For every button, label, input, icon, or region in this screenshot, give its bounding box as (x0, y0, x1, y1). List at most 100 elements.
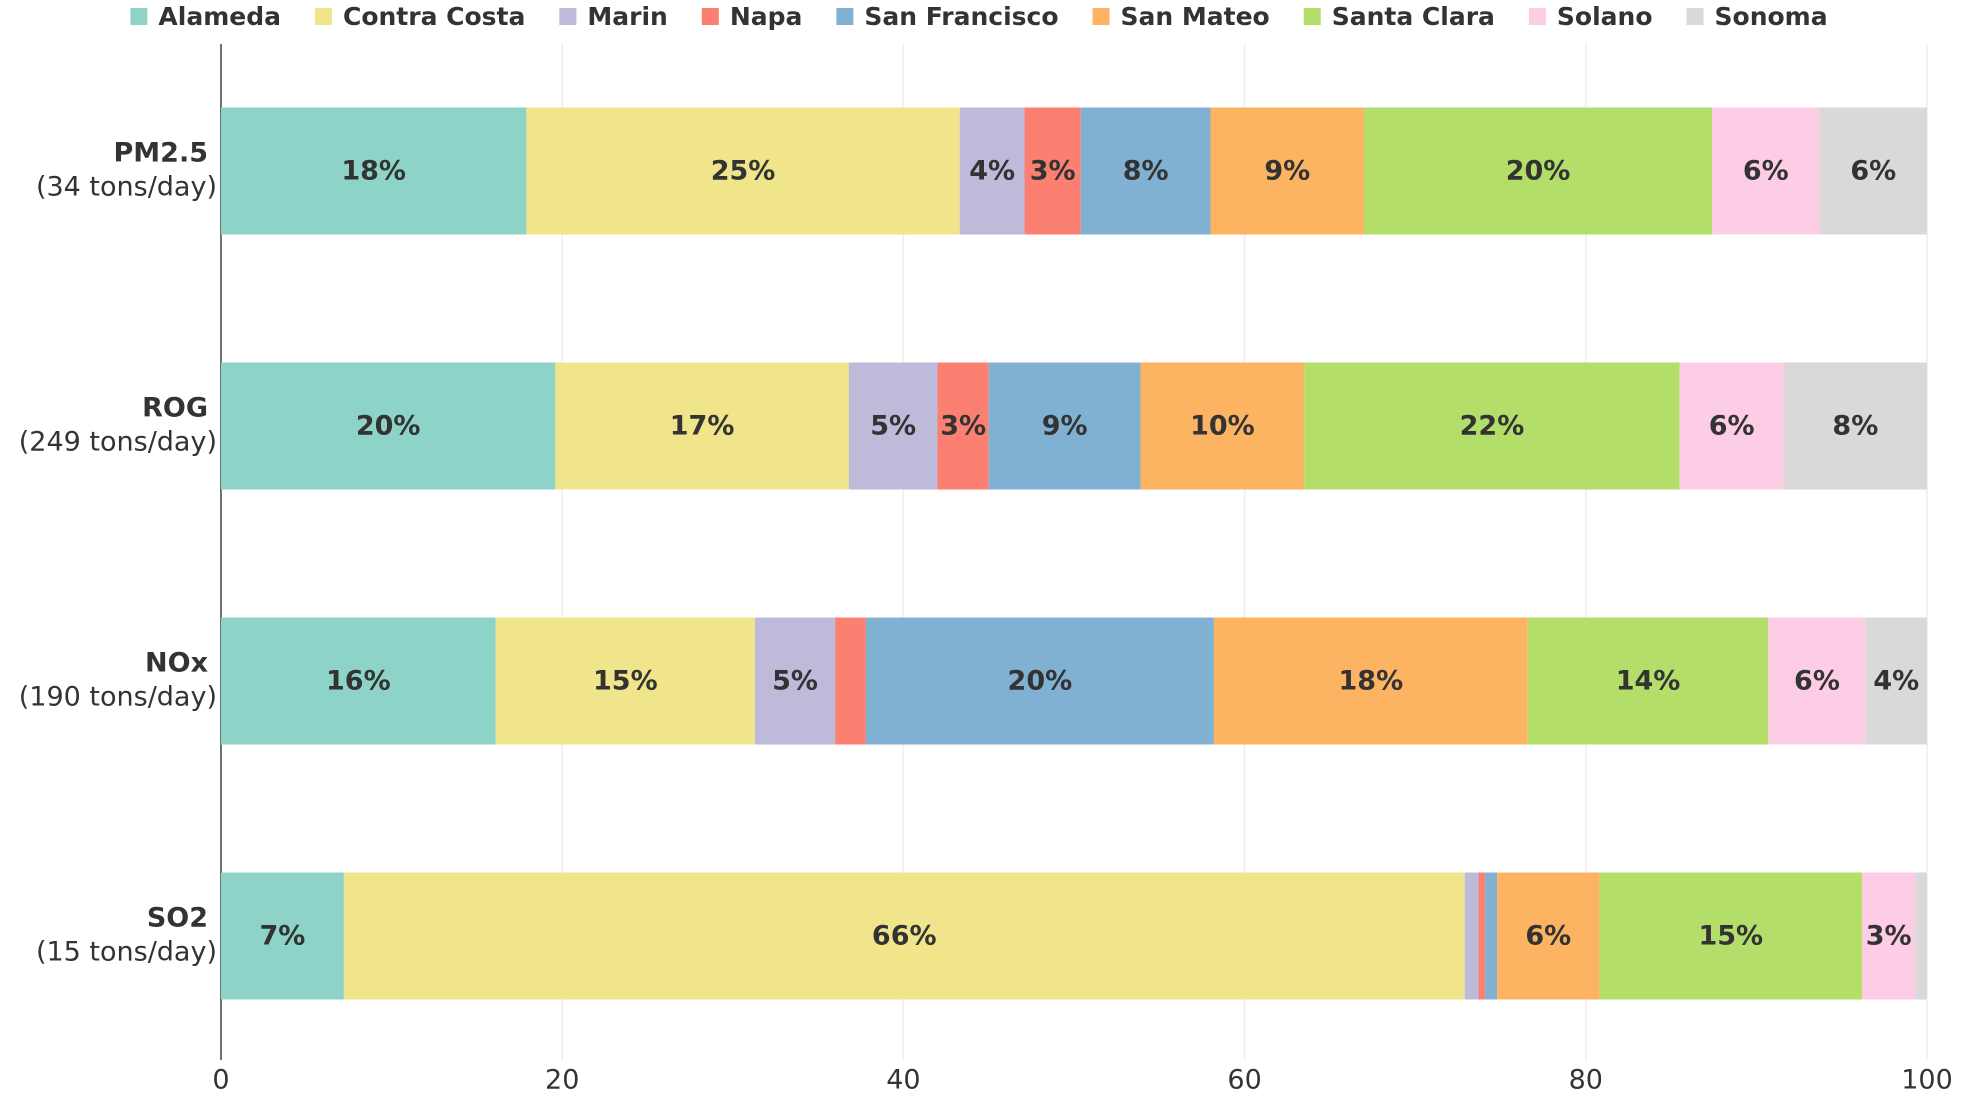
data-label: 7% (259, 921, 305, 952)
bar-segment (1862, 872, 1916, 1000)
category-label: PM2.5 (114, 138, 209, 169)
data-label: 4% (969, 156, 1015, 187)
data-label: 9% (1042, 411, 1088, 442)
data-label: 6% (1709, 411, 1755, 442)
bar-segment (1819, 107, 1927, 235)
data-label: 8% (1123, 156, 1169, 187)
data-label: 17% (670, 411, 735, 442)
data-label: 14% (1616, 666, 1681, 697)
legend-label: Sonoma (1715, 2, 1828, 31)
data-label: 3% (940, 411, 986, 442)
bar-segment (221, 872, 344, 1000)
data-label: 25% (711, 156, 776, 187)
legend: Alameda Contra Costa Marin Napa San Francisc… (130, 2, 1828, 31)
bar-segment (495, 617, 755, 745)
data-label: 18% (341, 156, 406, 187)
legend-label: Marin (587, 2, 667, 31)
bar-segment (1464, 872, 1479, 1000)
bar-segment (1210, 107, 1365, 235)
bar-segment (1364, 107, 1713, 235)
legend-label: Contra Costa (343, 2, 525, 31)
bar-segment (343, 872, 1465, 1000)
bar-segment (221, 617, 496, 745)
data-label: 4% (1873, 666, 1919, 697)
bar-segment (1080, 107, 1211, 235)
data-label: 5% (772, 666, 818, 697)
data-label: 20% (356, 411, 421, 442)
bar-segment (1599, 872, 1863, 1000)
legend-label: Alameda (158, 2, 281, 31)
data-label: 15% (593, 666, 658, 697)
data-label: 6% (1850, 156, 1896, 187)
bar-segment (1478, 872, 1486, 1000)
bar-segment (1497, 872, 1600, 1000)
bar-segment (959, 107, 1025, 235)
legend-swatch (1686, 8, 1704, 25)
data-label: 9% (1264, 156, 1310, 187)
bar-segment (555, 362, 849, 490)
legend-swatch (314, 8, 332, 25)
x-tick-label: 40 (886, 1065, 920, 1095)
legend-label: Santa Clara (1332, 2, 1495, 31)
category-sublabel: (190 tons/day) (19, 682, 217, 713)
legend-label: San Mateo (1121, 2, 1270, 31)
data-label: 3% (1030, 156, 1076, 187)
data-label: 15% (1698, 921, 1763, 952)
x-tick-label: 0 (212, 1065, 229, 1095)
bar-segment (1527, 617, 1769, 745)
bar-segment (1915, 872, 1927, 1000)
bar-segment (937, 362, 989, 490)
bar-segment (1679, 362, 1784, 490)
data-label: 20% (1506, 156, 1571, 187)
bar-segment (835, 617, 866, 745)
legend-label: San Francisco (864, 2, 1058, 31)
bar-segment (1783, 362, 1927, 490)
legend-label: Napa (730, 2, 803, 31)
legend-swatch (1528, 8, 1546, 25)
bar-segment (1213, 617, 1528, 745)
bar-segment (1140, 362, 1305, 490)
category-label: SO2 (147, 903, 208, 934)
legend-swatch (836, 8, 854, 25)
legend-swatch (1303, 8, 1321, 25)
bar-segment (1024, 107, 1081, 235)
data-label: 66% (872, 921, 937, 952)
data-label: 16% (326, 666, 391, 697)
bar-segment (988, 362, 1141, 490)
bar-segment (526, 107, 960, 235)
category-sublabel: (15 tons/day) (36, 937, 217, 968)
bar-segment (754, 617, 836, 745)
bar-segment (1768, 617, 1866, 745)
legend-swatch (559, 8, 577, 25)
data-label: 3% (1866, 921, 1912, 952)
legend-label: Solano (1557, 2, 1653, 31)
x-tick-label: 20 (545, 1065, 579, 1095)
bar-segment (221, 107, 527, 235)
legend-swatch (1092, 8, 1110, 25)
category-label: NOx (145, 648, 208, 679)
legend-swatch (701, 8, 719, 25)
bar-segment (1304, 362, 1680, 490)
data-label: 8% (1832, 411, 1878, 442)
data-label: 20% (1008, 666, 1073, 697)
category-sublabel: (34 tons/day) (36, 172, 217, 203)
category-sublabel: (249 tons/day) (19, 427, 217, 458)
data-label: 6% (1794, 666, 1840, 697)
x-tick-label: 100 (1901, 1065, 1953, 1095)
data-label: 10% (1190, 411, 1255, 442)
data-label: 5% (870, 411, 916, 442)
bar-segment (1712, 107, 1820, 235)
bar-segment (865, 617, 1214, 745)
bar-segment (1485, 872, 1498, 1000)
data-label: 18% (1339, 666, 1404, 697)
data-label: 6% (1743, 156, 1789, 187)
legend-swatch (130, 8, 148, 25)
data-label: 6% (1525, 921, 1571, 952)
bar-segment (1865, 617, 1927, 745)
bar-segment (221, 362, 556, 490)
x-tick-label: 80 (1569, 1065, 1603, 1095)
x-tick-label: 60 (1227, 1065, 1261, 1095)
category-label: ROG (142, 393, 208, 424)
data-label: 22% (1460, 411, 1525, 442)
